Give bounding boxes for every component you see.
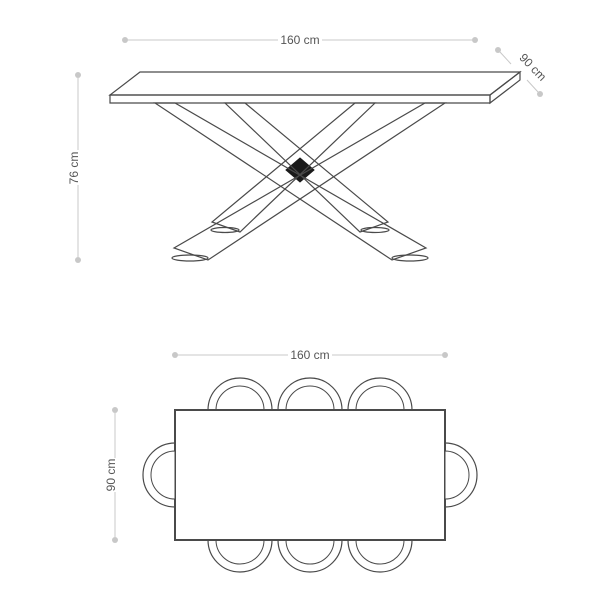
dim-depth-top: 90 cm xyxy=(104,407,118,543)
chair-left xyxy=(143,443,175,507)
front-view: 160 cm 76 cm 90 cm xyxy=(67,33,549,263)
chair-top-3 xyxy=(348,378,412,410)
table-top-plan xyxy=(175,410,445,540)
label-height-front: 76 cm xyxy=(67,152,81,185)
label-width-top: 160 cm xyxy=(290,348,329,362)
chair-right xyxy=(445,443,477,507)
dim-width-top: 160 cm xyxy=(172,348,448,362)
label-depth-front: 90 cm xyxy=(516,51,549,84)
chairs-bottom-row xyxy=(208,540,412,572)
table-top-front xyxy=(110,72,520,103)
table-legs xyxy=(155,103,445,261)
label-depth-top: 90 cm xyxy=(104,459,118,492)
label-width-front: 160 cm xyxy=(280,33,319,47)
chairs-top-row xyxy=(208,378,412,410)
dim-height-76: 76 cm xyxy=(67,72,81,263)
chair-bottom-1 xyxy=(208,540,272,572)
chair-top-2 xyxy=(278,378,342,410)
chair-bottom-3 xyxy=(348,540,412,572)
dim-width-160: 160 cm xyxy=(122,33,478,47)
chair-bottom-2 xyxy=(278,540,342,572)
dimension-diagram: 160 cm 76 cm 90 cm xyxy=(0,0,600,600)
chair-top-1 xyxy=(208,378,272,410)
top-view: 160 cm 90 cm xyxy=(104,348,477,572)
